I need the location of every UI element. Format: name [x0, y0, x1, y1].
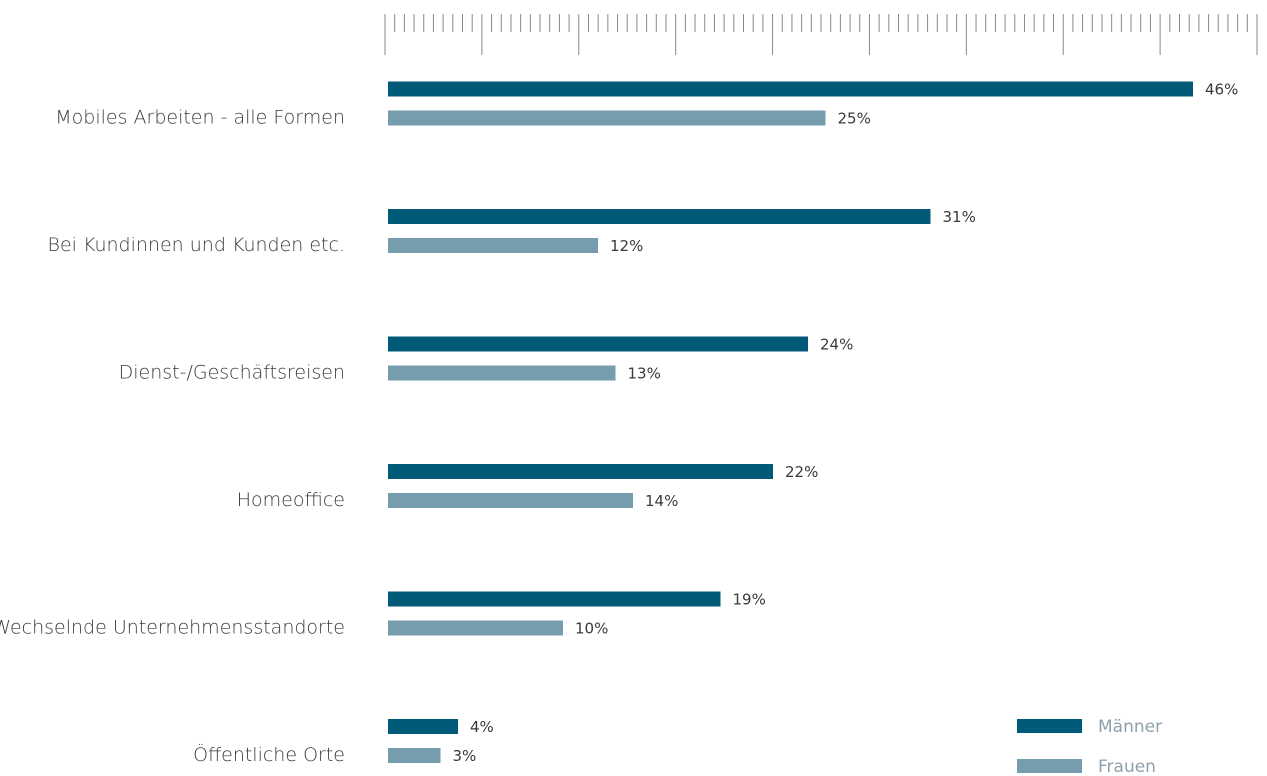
value-label: 13% — [628, 365, 661, 383]
bar — [388, 719, 458, 734]
bar — [388, 493, 633, 508]
legend-swatch — [1017, 759, 1082, 773]
legend-swatch — [1017, 719, 1082, 733]
value-label: 3% — [453, 747, 477, 765]
category-label: Mobiles Arbeiten - alle Formen — [55, 107, 345, 129]
value-label: 4% — [470, 718, 494, 736]
bar — [388, 464, 773, 479]
bar — [388, 209, 931, 224]
legend-label: Männer — [1098, 717, 1162, 737]
category-label: Wechselnde Unternehmensstandorte — [0, 617, 345, 639]
value-label: 46% — [1205, 81, 1238, 99]
bar — [388, 110, 826, 126]
category-label: Bei Kundinnen und Kunden etc. — [48, 234, 345, 256]
value-label: 19% — [733, 591, 766, 609]
bar — [388, 591, 721, 607]
bar — [388, 81, 1193, 97]
bar — [388, 336, 808, 352]
value-label: 12% — [610, 237, 643, 255]
value-label: 31% — [943, 208, 976, 226]
value-label: 10% — [575, 620, 608, 638]
value-label: 25% — [838, 110, 871, 128]
bar — [388, 365, 616, 381]
value-label: 22% — [785, 463, 818, 481]
category-label: Öffentliche Orte — [193, 743, 345, 766]
bar — [388, 748, 441, 763]
value-label: 14% — [645, 492, 678, 510]
bar — [388, 238, 598, 253]
legend-label: Frauen — [1098, 757, 1156, 776]
value-label: 24% — [820, 336, 853, 354]
bar — [388, 620, 563, 636]
category-label: Homeoffice — [237, 489, 345, 511]
category-label: Dienst-/Geschäftsreisen — [119, 362, 345, 384]
